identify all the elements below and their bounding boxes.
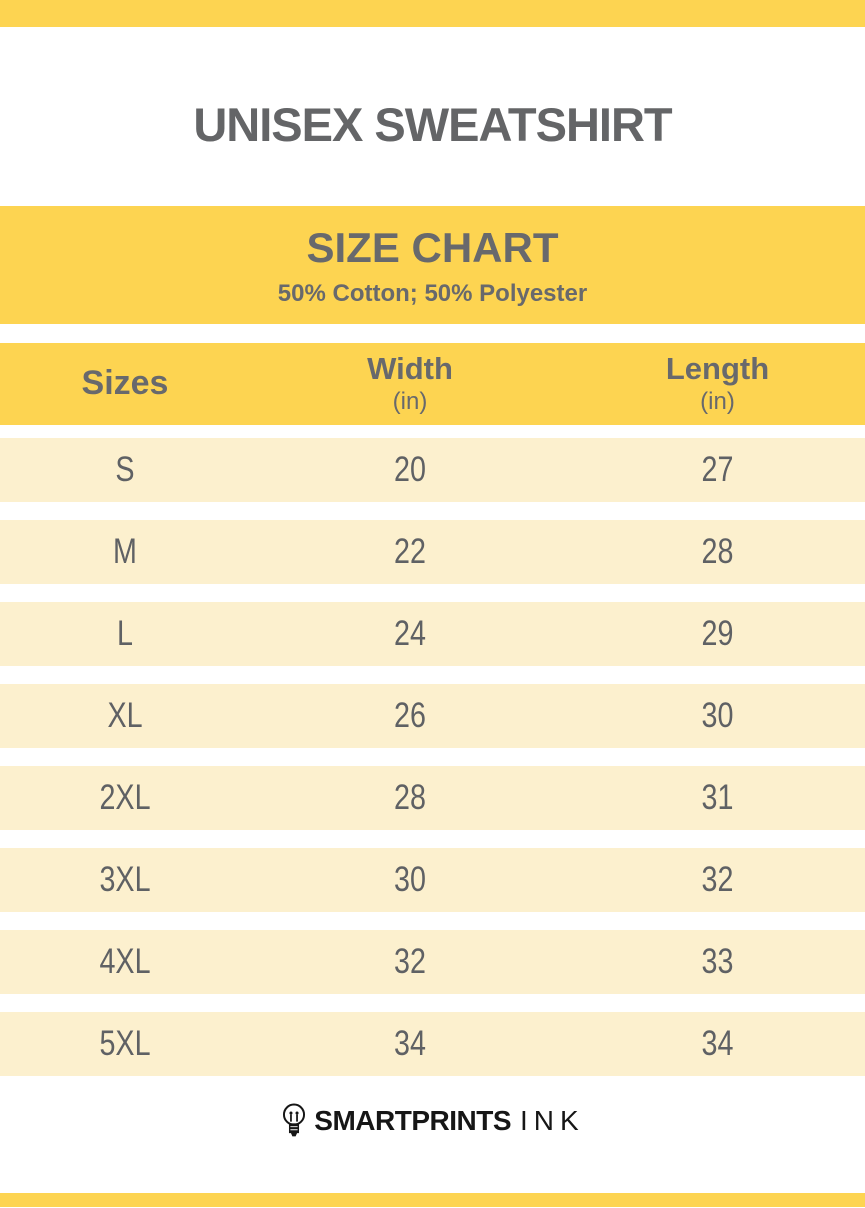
cell-length: 31	[701, 778, 734, 817]
size-table-row: 5XL 34 34	[0, 1012, 865, 1076]
fabric-composition-label: 50% Cotton; 50% Polyester	[277, 280, 588, 307]
size-table-row: M 22 28	[0, 520, 865, 584]
size-table-row: S 20 27	[0, 438, 865, 502]
cell-size: 3XL	[99, 860, 151, 899]
cell-size: 4XL	[99, 942, 151, 981]
cell-width: 26	[394, 696, 426, 735]
cell-size: S	[115, 450, 135, 489]
size-table-body: S 20 27 M 22 28 L 24 29 XL 26 30 2XL 28 31 3XL 30 32 4XL 32…	[0, 438, 865, 1094]
cell-width: 28	[394, 778, 426, 817]
brand-name-bold: SMARTPRINTS	[314, 1105, 512, 1136]
cell-size: L	[117, 614, 133, 653]
cell-length: 34	[701, 1024, 734, 1063]
cell-length: 27	[701, 450, 734, 489]
cell-size: 2XL	[99, 778, 151, 817]
size-table-row: 2XL 28 31	[0, 766, 865, 830]
top-accent-bar	[0, 0, 865, 27]
size-table-row: 3XL 30 32	[0, 848, 865, 912]
cell-width: 24	[394, 614, 426, 653]
cell-width: 30	[394, 860, 426, 899]
size-chart-banner: SIZE CHART 50% Cotton; 50% Polyester	[0, 206, 865, 324]
column-header-label: Length	[665, 350, 770, 386]
size-table-row: XL 26 30	[0, 684, 865, 748]
cell-width: 22	[394, 532, 426, 571]
brand-logo: SMARTPRINTS INK	[0, 1100, 865, 1142]
cell-length: 29	[701, 614, 734, 653]
brand-name-light: INK	[520, 1105, 585, 1136]
column-header-length: Length (in)	[570, 343, 865, 425]
cell-width: 32	[394, 942, 426, 981]
column-header-unit: (in)	[392, 387, 428, 415]
cell-width: 34	[394, 1024, 426, 1063]
table-header-row: Sizes Width (in) Length (in)	[0, 343, 865, 425]
cell-size: 5XL	[99, 1024, 151, 1063]
column-header-label: Sizes	[81, 364, 169, 403]
cell-size: M	[113, 532, 137, 571]
column-header-label: Width	[367, 350, 453, 386]
size-table-row: 4XL 32 33	[0, 930, 865, 994]
cell-length: 33	[701, 942, 734, 981]
cell-size: XL	[107, 696, 143, 735]
size-table-row: L 24 29	[0, 602, 865, 666]
column-header-width: Width (in)	[250, 343, 570, 425]
cell-length: 32	[701, 860, 734, 899]
banner-title: SIZE CHART	[306, 224, 559, 271]
page-title: UNISEX SWEATSHIRT	[193, 98, 672, 151]
cell-length: 30	[701, 696, 734, 735]
cell-length: 28	[701, 532, 734, 571]
bottom-accent-bar	[0, 1193, 865, 1207]
cell-width: 20	[394, 450, 426, 489]
column-header-unit: (in)	[700, 387, 735, 415]
column-header-sizes: Sizes	[0, 343, 250, 425]
lightbulb-icon	[283, 1103, 306, 1137]
